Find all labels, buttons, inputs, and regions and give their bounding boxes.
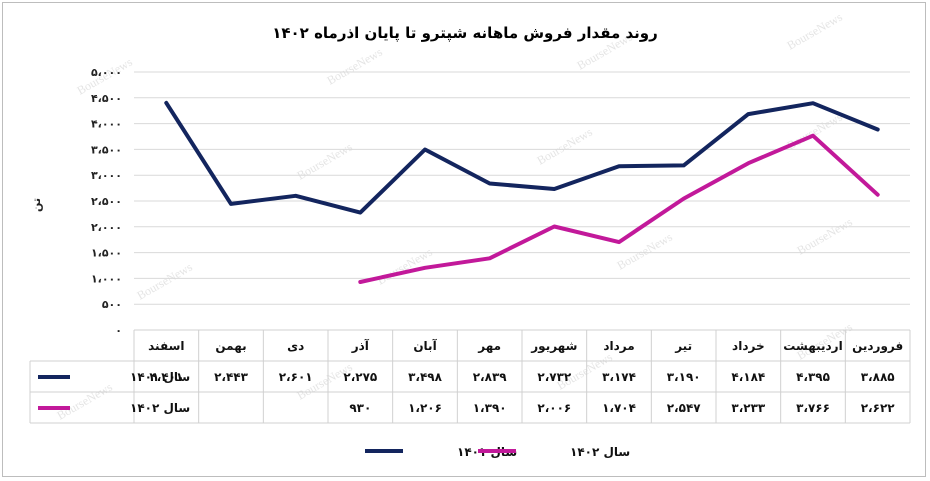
y-tick-label: ۴،۰۰۰ xyxy=(91,118,122,131)
y-tick-label: ۵،۰۰۰ xyxy=(91,66,122,79)
data-label: ۱،۷۰۴ xyxy=(602,401,636,415)
data-label: ۹۳۰ xyxy=(349,401,371,415)
y-axis-label: تن xyxy=(30,198,43,212)
x-tick-label: مهر xyxy=(477,339,501,353)
x-tick-label: فروردین xyxy=(852,339,903,354)
data-point-series-2 xyxy=(488,256,492,260)
x-tick-label: شهریور xyxy=(530,339,577,354)
data-point-series-2 xyxy=(746,161,750,165)
data-label: ۳،۱۹۰ xyxy=(667,370,701,384)
x-tick-label: بهمن xyxy=(215,339,246,353)
data-label: ۲،۶۲۲ xyxy=(861,401,896,415)
data-point-series-2 xyxy=(552,224,556,228)
data-point-series-1 xyxy=(617,164,621,168)
data-point-series-1 xyxy=(294,194,298,198)
watermark-text: BourseNews xyxy=(785,110,845,153)
x-tick-label: مرداد xyxy=(603,339,634,353)
x-tick-label: آبان xyxy=(413,338,437,353)
watermark-text: BourseNews xyxy=(615,230,675,273)
x-tick-label: اسفند xyxy=(148,339,184,353)
data-label: ۳،۲۳۳ xyxy=(731,401,766,415)
data-label: ۲،۲۷۵ xyxy=(343,370,377,384)
watermark-text: BourseNews xyxy=(785,10,845,53)
watermark-text: BourseNews xyxy=(325,45,385,88)
data-label: ۱،۳۹۰ xyxy=(473,401,507,415)
data-label: ۴،۳۹۵ xyxy=(796,370,830,384)
watermark-text: BourseNews xyxy=(535,125,595,168)
data-point-series-1 xyxy=(229,202,233,206)
data-point-series-1 xyxy=(488,182,492,186)
data-point-series-2 xyxy=(423,266,427,270)
watermark-text: BourseNews xyxy=(795,215,855,258)
x-tick-label: دی xyxy=(287,339,304,353)
data-label: ۳،۴۹۸ xyxy=(408,370,443,384)
data-point-series-1 xyxy=(164,101,168,105)
watermark-text: BourseNews xyxy=(135,260,195,303)
data-label: ۲،۶۰۱ xyxy=(279,370,313,384)
y-tick-label: ۱،۵۰۰ xyxy=(91,247,122,260)
table-row-header: سال ۱۴۰۱ xyxy=(130,370,190,384)
data-point-series-1 xyxy=(682,163,686,167)
x-tick-label: آذر xyxy=(351,338,370,353)
data-label: ۲،۴۴۳ xyxy=(214,370,249,384)
watermark-text: BourseNews xyxy=(295,140,355,183)
data-label: ۱،۲۰۶ xyxy=(408,401,442,415)
data-label: ۲،۵۴۷ xyxy=(667,401,702,415)
data-point-series-2 xyxy=(358,280,362,284)
data-label: ۴،۴۰۱ xyxy=(149,370,183,384)
data-point-series-2 xyxy=(876,193,880,197)
y-tick-label: ۳،۰۰۰ xyxy=(91,169,122,182)
watermark-text: BourseNews xyxy=(55,380,115,423)
x-tick-label: اردیبهشت xyxy=(783,339,842,353)
data-point-series-2 xyxy=(617,240,621,244)
x-tick-label: تیر xyxy=(674,339,692,353)
legend-label-2: سال ۱۴۰۲ xyxy=(570,445,630,459)
x-tick-label: خرداد xyxy=(732,339,765,353)
series-line-1 xyxy=(164,100,880,215)
y-tick-label: ۳،۵۰۰ xyxy=(91,143,122,156)
data-point-series-2 xyxy=(682,197,686,201)
data-point-series-1 xyxy=(423,148,427,152)
data-point-series-1 xyxy=(811,101,815,105)
series-lines xyxy=(164,100,880,284)
data-label: ۳،۸۸۵ xyxy=(861,370,895,384)
data-point-series-1 xyxy=(552,187,556,191)
y-tick-label: ۴،۵۰۰ xyxy=(91,92,122,105)
data-table: فروردین اردیبهشت خرداد تیر مرداد شهریور مهر آبا… xyxy=(29,329,911,424)
y-tick-label: ۰ xyxy=(115,324,122,337)
data-label: ۲،۰۰۶ xyxy=(537,401,571,415)
y-tick-label: ۲،۰۰۰ xyxy=(91,221,122,234)
y-axis-ticks: ۰ ۵۰۰ ۱،۰۰۰ ۱،۵۰۰ ۲،۰۰۰ ۲،۵۰۰ ۳،۰۰۰ ۳،۵۰۰ ۴،۰۰۰ ۴… xyxy=(91,66,122,337)
chart-title: روند مقدار فروش ماهانه شپترو تا پایان اذ… xyxy=(272,24,658,43)
data-label: ۲،۷۳۲ xyxy=(537,370,572,384)
data-point-series-2 xyxy=(811,134,815,138)
data-point-series-1 xyxy=(358,211,362,215)
table-row-header: سال ۱۴۰۲ xyxy=(130,401,190,415)
data-label: ۴،۱۸۴ xyxy=(731,370,765,384)
data-label: ۳،۷۶۶ xyxy=(796,401,830,415)
data-point-series-1 xyxy=(746,112,750,116)
y-tick-label: ۲،۵۰۰ xyxy=(91,195,122,208)
y-tick-label: ۵۰۰ xyxy=(102,298,122,311)
y-tick-label: ۱،۰۰۰ xyxy=(91,272,122,285)
data-label: ۲،۸۳۹ xyxy=(473,370,508,384)
data-point-series-1 xyxy=(876,128,880,132)
data-label: ۳،۱۷۴ xyxy=(602,370,636,384)
